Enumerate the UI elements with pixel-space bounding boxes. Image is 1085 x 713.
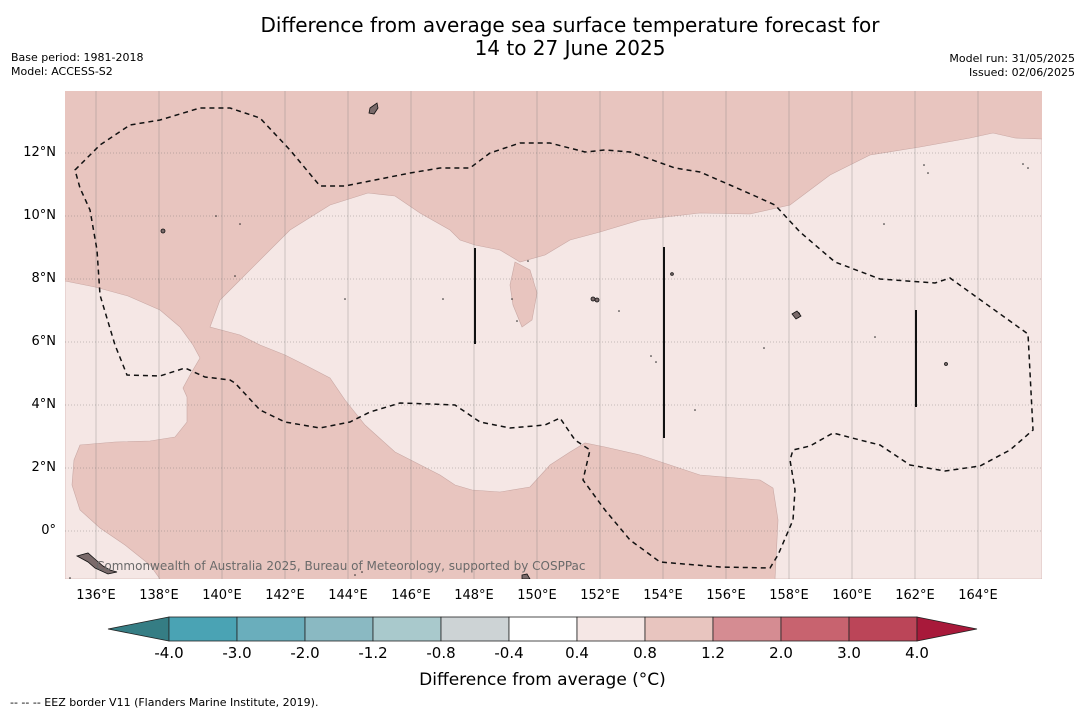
map-title: Difference from average sea surface temp…	[0, 14, 1085, 60]
issued-date: Issued: 02/06/2025	[968, 66, 1075, 79]
colorbar-label: -3.0	[222, 644, 252, 662]
colorbar-swatch	[168, 616, 238, 642]
colorbar-label: -4.0	[154, 644, 184, 662]
colorbar-label: 0.4	[565, 644, 589, 662]
x-tick: 138°E	[139, 588, 179, 603]
small-atolls	[69, 163, 1029, 579]
x-tick: 154°E	[643, 588, 683, 603]
x-tick: 136°E	[76, 588, 116, 603]
sst-anomaly-map	[65, 91, 1042, 579]
colorbar-swatch	[848, 616, 918, 642]
anomaly-field-0.8-1.2-lobe	[509, 261, 538, 328]
colorbar-swatch	[712, 616, 782, 642]
eez-footnote: -- -- -- EEZ border V11 (Flanders Marine…	[10, 696, 319, 709]
base-period: Base period: 1981-2018	[11, 51, 144, 64]
colorbar-swatch	[304, 616, 374, 642]
colorbar	[107, 616, 978, 642]
colorbar-under-arrow	[107, 616, 170, 642]
x-tick: 150°E	[517, 588, 557, 603]
colorbar-swatch	[780, 616, 850, 642]
colorbar-label: -0.8	[426, 644, 456, 662]
colorbar-label: 4.0	[905, 644, 929, 662]
colorbar-swatches	[168, 616, 918, 642]
x-tick: 152°E	[580, 588, 620, 603]
y-tick: 10°N	[23, 208, 56, 223]
anomaly-field-0.4-0.8-west	[65, 280, 201, 579]
map-credit: Commonwealth of Australia 2025, Bureau o…	[96, 559, 586, 573]
colorbar-label: -1.2	[358, 644, 388, 662]
colorbar-title: Difference from average (°C)	[419, 670, 666, 690]
colorbar-label: 3.0	[837, 644, 861, 662]
colorbar-swatch	[508, 616, 578, 642]
map-gridlines	[95, 91, 979, 579]
meta-right: Model run: 31/05/2025 Issued: 02/06/2025	[949, 52, 1075, 80]
eez-boundary-segments	[474, 247, 917, 438]
model-name: Model: ACCESS-S2	[11, 65, 113, 78]
anomaly-field-0.4-0.8	[209, 132, 1042, 579]
y-tick: 8°N	[31, 271, 57, 286]
y-tick: 6°N	[31, 334, 57, 349]
title-line-2: 14 to 27 June 2025	[474, 36, 666, 60]
colorbar-swatch	[236, 616, 306, 642]
x-tick: 156°E	[706, 588, 746, 603]
island-new-ireland-tip	[521, 573, 531, 579]
y-tick: 2°N	[31, 460, 57, 475]
model-run: Model run: 31/05/2025	[949, 52, 1075, 65]
island-pohnpei	[791, 310, 802, 320]
x-tick: 160°E	[832, 588, 872, 603]
y-tick: 12°N	[23, 145, 56, 160]
islands	[75, 102, 948, 579]
colorbar-over-arrow	[916, 616, 978, 642]
island-guam	[368, 102, 379, 115]
meta-left: Base period: 1981-2018 Model: ACCESS-S2	[11, 51, 143, 79]
y-tick: 0°	[41, 523, 56, 538]
x-tick: 158°E	[769, 588, 809, 603]
x-tick: 164°E	[958, 588, 998, 603]
x-tick: 148°E	[454, 588, 494, 603]
colorbar-swatch	[372, 616, 442, 642]
x-tick: 146°E	[391, 588, 431, 603]
colorbar-swatch	[576, 616, 646, 642]
colorbar-label: -2.0	[290, 644, 320, 662]
x-tick: 140°E	[202, 588, 242, 603]
island-new-guinea-fragment	[75, 552, 118, 575]
colorbar-swatch	[644, 616, 714, 642]
colorbar-label: 0.8	[633, 644, 657, 662]
colorbar-label: 2.0	[769, 644, 793, 662]
x-tick: 144°E	[328, 588, 368, 603]
colorbar-swatch	[440, 616, 510, 642]
x-tick: 162°E	[895, 588, 935, 603]
colorbar-label: -0.4	[494, 644, 524, 662]
title-line-1: Difference from average sea surface temp…	[260, 13, 880, 37]
colorbar-label: 1.2	[701, 644, 725, 662]
y-tick: 4°N	[31, 397, 57, 412]
map-gridlines-lat	[65, 152, 1042, 532]
x-tick: 142°E	[265, 588, 305, 603]
